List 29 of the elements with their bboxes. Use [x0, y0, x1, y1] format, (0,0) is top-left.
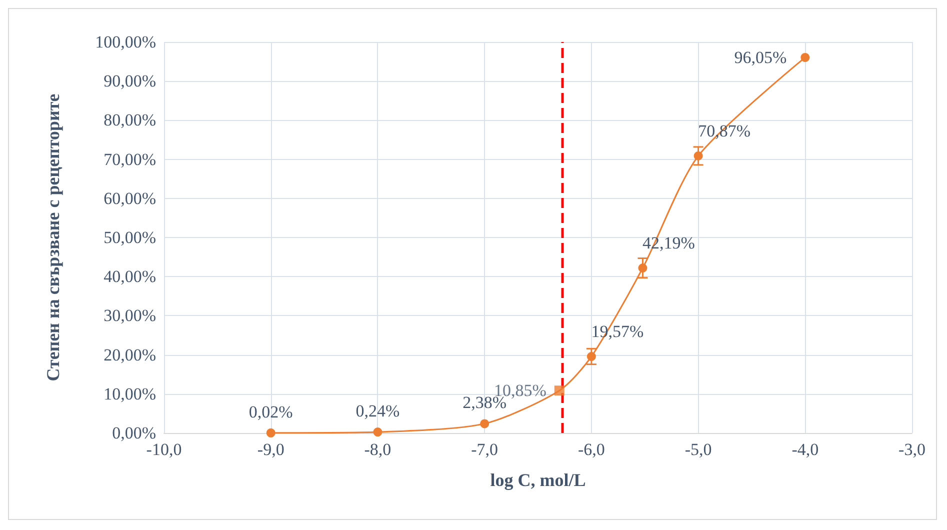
y-tick-label: 70,00%: [104, 150, 156, 169]
point: [266, 428, 276, 438]
x-tick-label: -6,0: [578, 440, 605, 459]
y-tick-label: 20,00%: [104, 345, 156, 364]
y-tick-label: 30,00%: [104, 306, 156, 326]
x-tick-label: -5,0: [684, 440, 712, 459]
y-tick-label: 80,00%: [104, 110, 156, 130]
x-tick-label: -7,0: [471, 440, 498, 459]
point: [480, 419, 490, 428]
y-tick-label: 90,00%: [104, 72, 156, 91]
x-tick-label: -8,0: [364, 440, 392, 459]
y-tick-label: 50,00%: [104, 228, 156, 247]
y-tick-label: 100,00%: [95, 32, 156, 52]
data-label: 0,24%: [356, 402, 400, 421]
y-tick-label: 10,00%: [104, 384, 156, 404]
data-label: 0,02%: [248, 402, 293, 422]
data-label: 96,05%: [734, 48, 787, 67]
point: [800, 52, 810, 62]
y-tick-label: 0,00%: [112, 424, 156, 442]
x-tick-label: -9,0: [257, 440, 284, 459]
y-tick-label: 60,00%: [104, 188, 156, 208]
point: [554, 386, 564, 396]
x-axis-title: log C, mol/L: [490, 470, 586, 490]
y-axis-title: Степен на свързване с рецепторите: [43, 94, 63, 382]
point: [373, 428, 382, 437]
x-tick-label: -4,0: [792, 440, 819, 459]
y-tick-label: 40,00%: [104, 267, 156, 286]
x-tick-label: -10,0: [146, 440, 182, 459]
x-tick-label: -3,0: [898, 440, 926, 459]
